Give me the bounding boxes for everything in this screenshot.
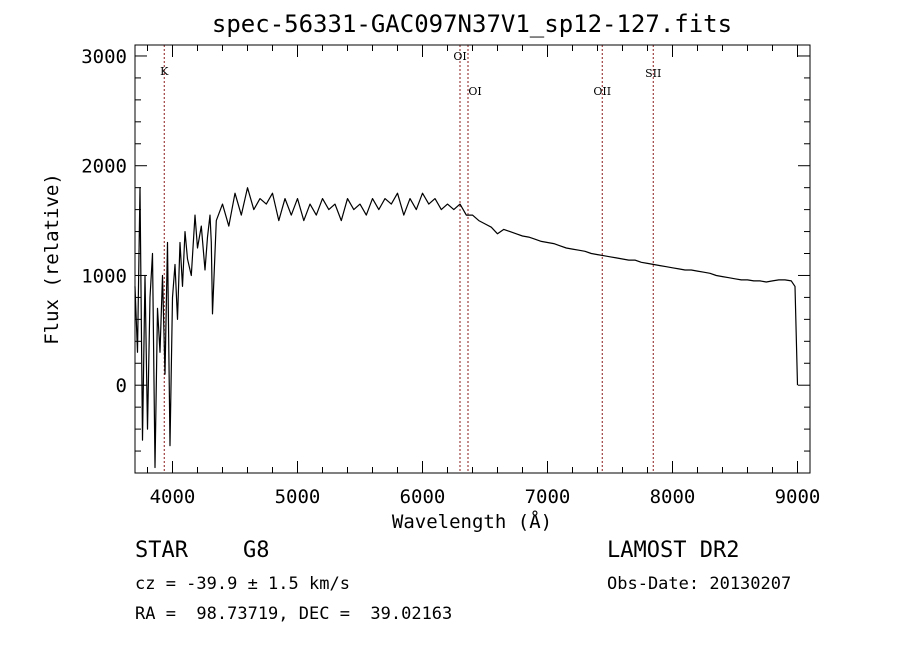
object-class: STAR [135, 538, 188, 563]
ra-dec-coordinates: RA = 98.73719, DEC = 39.02163 [135, 604, 453, 624]
spectral-line-label: OI [453, 50, 466, 63]
axis-ticks: 4000 5000 6000 7000 8000 9000 0 1000 2000 3000 [81, 45, 820, 508]
spectral-line-label: K [160, 65, 169, 78]
x-tick-label: 7000 [525, 486, 571, 508]
y-axis-label: Flux (relative) [41, 173, 63, 345]
y-tick-label: 2000 [81, 156, 127, 178]
redshift-cz: cz = -39.9 ± 1.5 km/s [135, 574, 350, 594]
chart-title: spec-56331-GAC097N37V1_sp12-127.fits [212, 10, 732, 38]
x-tick-label: 8000 [650, 486, 696, 508]
x-axis-label: Wavelength (Å) [392, 510, 552, 533]
spectrum-series-line [134, 187, 799, 469]
object-subclass: G8 [243, 538, 270, 563]
plot-frame [134, 44, 811, 474]
x-tick-label: 9000 [775, 486, 821, 508]
spectral-line-label: SII [645, 67, 661, 80]
x-tick-label: 4000 [150, 486, 196, 508]
x-tick-label: 6000 [400, 486, 446, 508]
spectral-line-label: OII [593, 85, 611, 98]
x-tick-label: 5000 [275, 486, 321, 508]
emission-lines: K OI OI OII SII [160, 45, 661, 473]
y-tick-label: 1000 [81, 265, 127, 287]
y-tick-label: 3000 [81, 46, 127, 68]
observation-date: Obs-Date: 20130207 [607, 574, 792, 594]
survey-name: LAMOST DR2 [607, 538, 740, 563]
spectral-line-label: OI [468, 85, 481, 98]
y-tick-label: 0 [116, 375, 127, 397]
